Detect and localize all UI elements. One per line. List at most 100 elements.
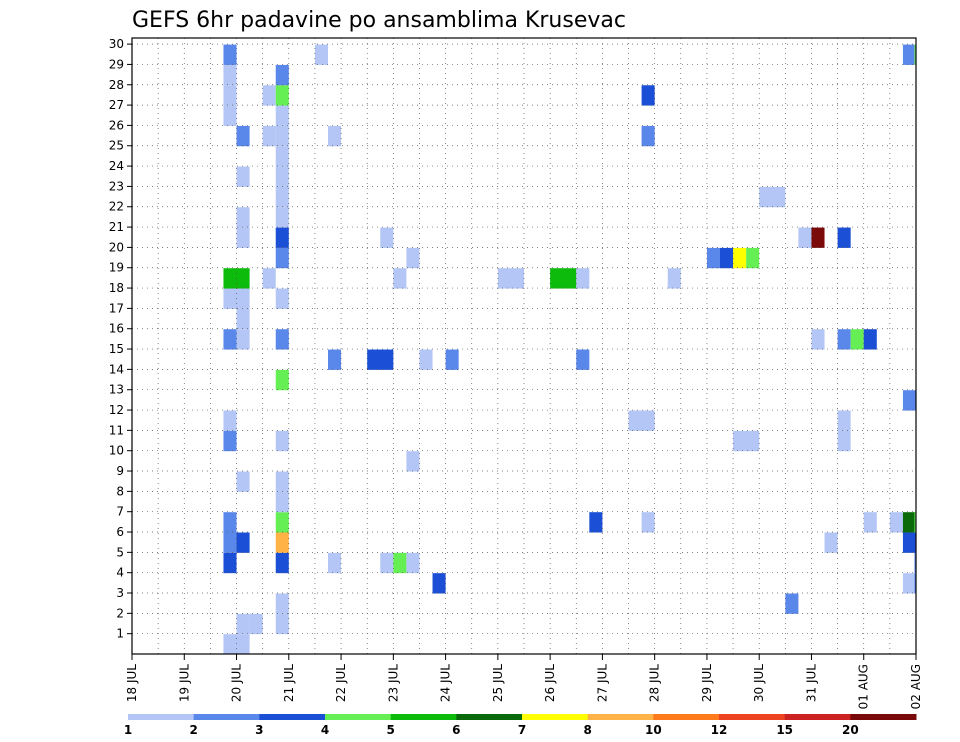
y-tick-label: 4 (116, 566, 124, 580)
y-tick-label: 30 (109, 37, 124, 51)
heatmap-cell (837, 227, 851, 248)
colorbar-label: 7 (518, 723, 526, 737)
plot-frame (131, 37, 917, 655)
y-tick-label: 27 (109, 98, 124, 112)
heatmap-cell (223, 532, 237, 553)
x-tick-label: 26 JUL (543, 664, 557, 702)
y-tick-label: 15 (109, 342, 124, 356)
heatmap-cell (902, 532, 916, 553)
colorbar-label: 10 (645, 723, 662, 737)
heatmap-cell (824, 532, 838, 553)
x-tick-label: 24 JUL (439, 664, 453, 702)
heatmap-cell (275, 430, 289, 452)
heatmap-cell (419, 349, 433, 370)
colorbar-label: 8 (583, 723, 591, 737)
y-tick-label: 9 (116, 464, 124, 478)
y-tick-label: 23 (109, 179, 124, 193)
heatmap-cell (236, 227, 250, 248)
y-tick-label: 6 (116, 525, 124, 539)
y-tick-label: 25 (109, 139, 124, 153)
y-tick-label: 11 (109, 423, 124, 437)
heatmap-cell (406, 247, 420, 269)
x-axis-ticks: 18 JUL 19 JUL 20 JUL 21 JUL 22 JUL 23 JUL 24 J… (125, 654, 923, 709)
heatmap-cell (902, 390, 916, 411)
heatmap-cell (393, 552, 407, 574)
heatmap-cell (275, 166, 289, 187)
heatmap-cell (275, 85, 289, 106)
heatmap-cell (275, 247, 289, 269)
heatmap-cell (380, 552, 394, 574)
y-tick-label: 29 (109, 57, 124, 71)
x-tick-label: 29 JUL (700, 664, 714, 702)
heatmap-cell (236, 471, 250, 492)
heatmap-cell (275, 512, 289, 533)
colorbar-label: 2 (189, 723, 197, 737)
colorbar-swatch (390, 714, 457, 720)
heatmap-cell (275, 491, 289, 513)
heatmap-cell (236, 613, 250, 635)
heatmap-cell (914, 44, 916, 65)
y-tick-label: 1 (116, 627, 124, 641)
heatmap-cell (641, 512, 655, 533)
heatmap-cell (406, 451, 420, 472)
heatmap-cell (275, 146, 289, 167)
heatmap-cell (275, 532, 289, 553)
x-tick-label: 02 AUG (909, 664, 923, 709)
heatmap-cell (914, 512, 916, 533)
heatmap-cell (223, 410, 237, 431)
x-tick-label: 19 JUL (177, 664, 191, 702)
heatmap-cell (275, 227, 289, 248)
dotted-grid (132, 38, 916, 654)
heatmap-cell (914, 552, 916, 574)
y-tick-label: 19 (109, 261, 124, 275)
heatmap-cell (720, 247, 734, 269)
heatmap-cell (249, 613, 263, 635)
heatmap-cell (328, 125, 342, 147)
colorbar-swatch (850, 714, 917, 720)
y-tick-label: 5 (116, 545, 124, 559)
heatmap-cell (902, 44, 915, 65)
heatmap-cell (432, 573, 446, 594)
heatmap-cell (236, 308, 250, 330)
heatmap-cell (759, 186, 786, 208)
y-tick-label: 20 (109, 240, 124, 254)
heatmap-cell (445, 349, 459, 370)
x-tick-label: 30 JUL (752, 664, 766, 702)
heatmap-cell (275, 369, 289, 391)
heatmap-cell (223, 85, 237, 106)
colorbar-label: 12 (711, 723, 728, 737)
colorbar-label: 3 (255, 723, 263, 737)
heatmap-cell (746, 247, 760, 269)
heatmap-cell (223, 512, 237, 533)
colorbar-label: 5 (386, 723, 394, 737)
colorbar-label: 1 (124, 723, 132, 737)
heatmap-cell (223, 44, 237, 65)
heatmap-cell (236, 125, 250, 147)
x-tick-label: 31 JUL (804, 664, 818, 702)
heatmap-cell (850, 329, 864, 350)
heatmap-cell (406, 552, 420, 574)
heatmap-cell (262, 125, 276, 147)
heatmap-cell (837, 329, 851, 350)
heatmap-cell (641, 85, 655, 106)
heatmap-cell (275, 125, 289, 147)
x-tick-label: 22 JUL (334, 664, 348, 702)
heatmap-cell (223, 430, 237, 452)
heatmap-cell (628, 410, 655, 431)
heatmap-cell (811, 329, 825, 350)
x-tick-label: 23 JUL (386, 664, 400, 702)
heatmap-cell (902, 512, 916, 533)
y-tick-label: 28 (109, 78, 124, 92)
y-tick-label: 26 (109, 118, 124, 132)
x-tick-label: 25 JUL (491, 664, 505, 702)
heatmap-cell (275, 329, 289, 350)
heatmap-cell (275, 288, 289, 309)
colorbar-swatch (784, 714, 851, 720)
y-tick-label: 24 (109, 159, 124, 173)
colorbar-swatch (719, 714, 786, 720)
heatmap-cell (275, 593, 289, 614)
heatmap-cell (706, 247, 720, 269)
heatmap-cell (914, 573, 916, 594)
heatmap-cell (667, 268, 681, 289)
heatmap-cell (236, 207, 250, 228)
